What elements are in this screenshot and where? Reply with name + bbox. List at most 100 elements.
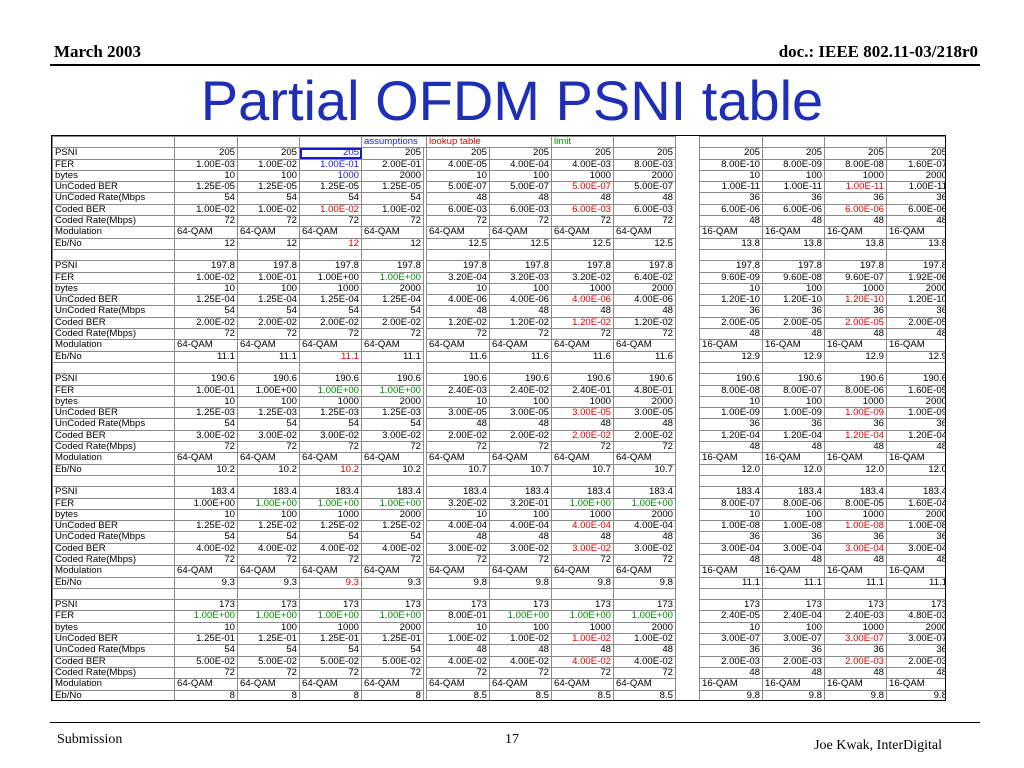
- table-row: Coded BER 1.00E-02 1.00E-02 1.00E-02 1.00E-0…: [52, 203, 945, 217]
- table-row: Eb/No 8 8 8 8 8.5 8.5 8.5 8.5 9.8 9.8 9.8 9.8: [52, 689, 945, 700]
- table-row: UnCoded Rate(Mbps 54 54 54 54 48 48 48 48 36 36 36 3…: [52, 531, 945, 544]
- legend-empty-cell: [52, 136, 175, 149]
- table-cell: 9.3: [174, 576, 238, 589]
- table-cell: 5.00E-02: [299, 655, 362, 668]
- table-cell: 16-QAM: [699, 226, 764, 239]
- row-label: bytes: [52, 169, 175, 183]
- gap-cell: [675, 170, 701, 182]
- table-cell: 64-QAM: [613, 452, 677, 465]
- gap-cell: [422, 418, 428, 431]
- table-cell: 12: [174, 237, 238, 250]
- table-cell: 64-QAM: [299, 226, 362, 239]
- table-cell: 10.7: [426, 463, 491, 476]
- table-row: Coded BER 2.00E-02 2.00E-02 2.00E-02 2.00E-0…: [52, 316, 945, 330]
- gap-cell: [422, 283, 428, 295]
- table-cell: 72: [613, 666, 677, 680]
- spacer-cell: [361, 587, 424, 601]
- table-cell: 36: [699, 644, 764, 657]
- table-cell: 3.00E-07: [699, 633, 764, 646]
- header-doc-id: doc.: IEEE 802.11-03/218r0: [778, 42, 978, 61]
- gap-cell: [422, 351, 428, 363]
- table-cell: 16-QAM: [886, 339, 945, 352]
- table-row: Eb/No 9.3 9.3 9.3 9.3 9.8 9.8 9.8 9.8 11.1 11.1 11.…: [52, 576, 945, 589]
- row-label: UnCoded BER: [52, 633, 175, 646]
- table-cell: 48: [699, 215, 764, 228]
- spacer-cell: [762, 587, 826, 601]
- spacer-cell: [699, 361, 764, 375]
- table-cell: 173: [886, 599, 945, 612]
- table-cell: 197.8: [762, 260, 826, 273]
- table-cell: 48: [551, 305, 615, 318]
- gap-cell: [422, 181, 428, 193]
- table-cell: 2000: [613, 621, 677, 635]
- table-cell: 1.00E+00: [237, 497, 300, 510]
- gap-cell: [422, 498, 428, 510]
- gap-cell: [422, 554, 428, 566]
- table-cell: 72: [551, 666, 615, 680]
- table-cell: 4.00E-02: [174, 542, 238, 555]
- slide-title: Partial OFDM PSNI table: [200, 69, 824, 132]
- table-row: Coded Rate(Mbps) 72 72 72 72 72 72 72 72 48 48 48 48: [52, 553, 945, 567]
- table-cell: 183.4: [237, 486, 300, 499]
- table-cell: 48: [613, 531, 677, 544]
- row-label: bytes: [52, 395, 175, 409]
- table-cell: 4.00E-04: [613, 520, 677, 533]
- row-label: UnCoded BER: [52, 181, 175, 194]
- row-label: Modulation: [52, 565, 175, 578]
- table-cell: 1000: [299, 282, 362, 296]
- spacer-cell: [824, 248, 888, 262]
- table-cell: 36: [762, 644, 826, 657]
- spacer-cell: [762, 474, 826, 488]
- table-cell: 13.8: [824, 237, 888, 250]
- gap-cell: [675, 373, 701, 386]
- table-cell: 1.00E+00: [299, 497, 362, 510]
- table-cell: 48: [489, 644, 553, 657]
- table-cell: 8.5: [489, 689, 553, 700]
- table-cell: 3.00E-02: [551, 542, 615, 555]
- table-cell: 16-QAM: [699, 678, 764, 691]
- table-cell: 1.00E-02: [237, 158, 300, 171]
- table-cell: 16-QAM: [886, 452, 945, 465]
- table-cell: 9.8: [824, 689, 888, 700]
- gap-cell: [422, 520, 428, 532]
- row-label: UnCoded BER: [52, 294, 175, 307]
- table-cell: 1.20E-04: [699, 429, 764, 443]
- table-cell: 1.25E-01: [299, 633, 362, 646]
- table-cell: 64-QAM: [174, 339, 238, 352]
- table-cell: 72: [299, 328, 362, 341]
- gap-cell: [422, 385, 428, 397]
- table-cell: 190.6: [762, 373, 826, 386]
- gap-cell: [675, 644, 701, 657]
- table-cell: 64-QAM: [174, 565, 238, 578]
- table-cell: 48: [426, 644, 491, 657]
- table-cell: 54: [299, 192, 362, 205]
- footer-submission: Submission: [57, 732, 123, 747]
- legend-empty-cell: [886, 136, 945, 149]
- table-cell: 72: [489, 215, 553, 228]
- table-cell: 64-QAM: [299, 452, 362, 465]
- table-cell: 8.00E-08: [699, 384, 764, 397]
- spacer-cell: [174, 248, 238, 262]
- table-cell: 48: [489, 192, 553, 205]
- table-cell: 64-QAM: [613, 565, 677, 578]
- gap-cell: [675, 441, 701, 453]
- table-cell: 64-QAM: [489, 452, 553, 465]
- gap-cell: [422, 192, 428, 205]
- table-cell: 173: [613, 599, 677, 612]
- table-cell: 72: [551, 215, 615, 228]
- spacer-cell: [886, 474, 945, 488]
- table-row: bytes 10 100 1000 2000 10 100 1000 2000 10 100 1000…: [52, 508, 945, 522]
- spacer-cell: [237, 587, 300, 601]
- table-cell: 5.00E-07: [426, 181, 491, 194]
- table-cell: 16-QAM: [762, 678, 826, 691]
- table-cell: 2000: [361, 621, 424, 635]
- table-cell: 1000: [299, 508, 362, 522]
- table-cell: 9.8: [613, 576, 677, 589]
- gap-cell: [675, 407, 701, 419]
- gap-cell: [675, 215, 701, 227]
- table-cell: 8.5: [551, 689, 615, 700]
- table-cell: 100: [237, 282, 300, 296]
- table-cell: 100: [489, 169, 553, 183]
- table-cell: 36: [762, 418, 826, 431]
- table-cell: 8.00E-03: [613, 158, 677, 171]
